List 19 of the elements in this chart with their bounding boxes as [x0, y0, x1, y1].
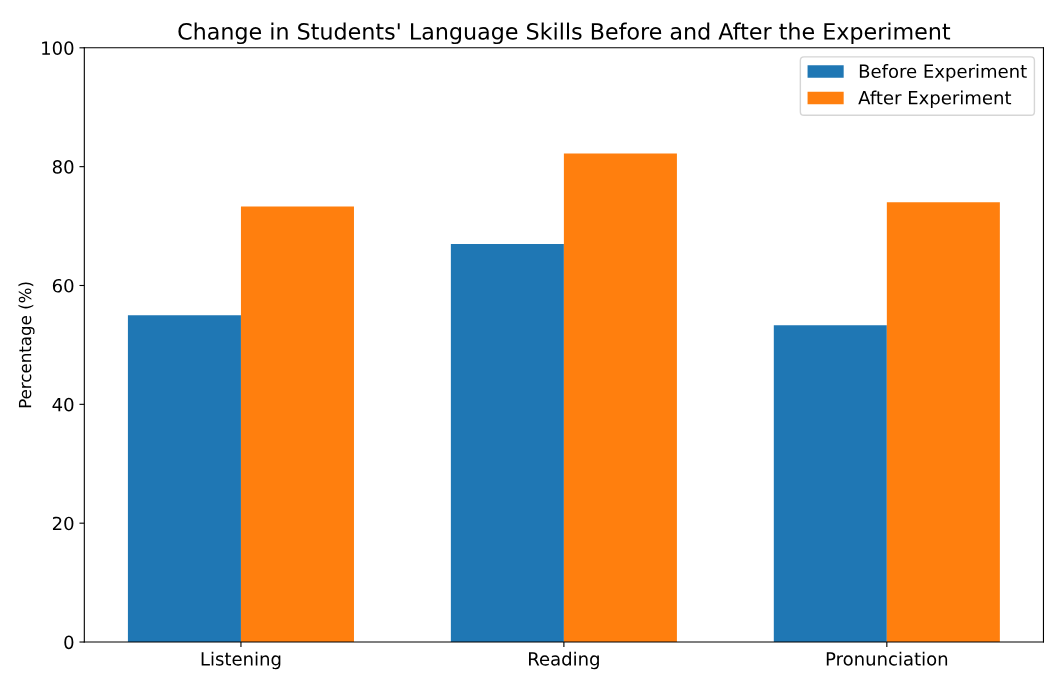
y-tick-label: 80: [52, 160, 74, 174]
legend-label: After Experiment: [858, 90, 1012, 109]
bar: [450, 243, 564, 643]
y-tick-label: 40: [52, 397, 74, 412]
legend-label: Before Experiment: [859, 64, 1027, 82]
y-axis-title: Percentage (%): [18, 282, 35, 408]
bar: [240, 206, 354, 643]
y-tick-label: 60: [52, 278, 74, 293]
y-tick-label: 100: [42, 41, 74, 55]
bar: [886, 202, 1000, 643]
y-tick-label: 0: [64, 635, 74, 650]
y-tick-label: 20: [52, 516, 74, 531]
x-tick-label: Reading: [529, 651, 599, 670]
x-tick-label: Pronunciation: [826, 651, 948, 666]
chart-title: Change in Students' Language Skills Before and After the Experiment: [178, 22, 951, 45]
bar: [563, 153, 677, 643]
bar: [127, 315, 241, 643]
x-tick-label: Listening: [201, 651, 281, 670]
bar: [773, 325, 887, 643]
